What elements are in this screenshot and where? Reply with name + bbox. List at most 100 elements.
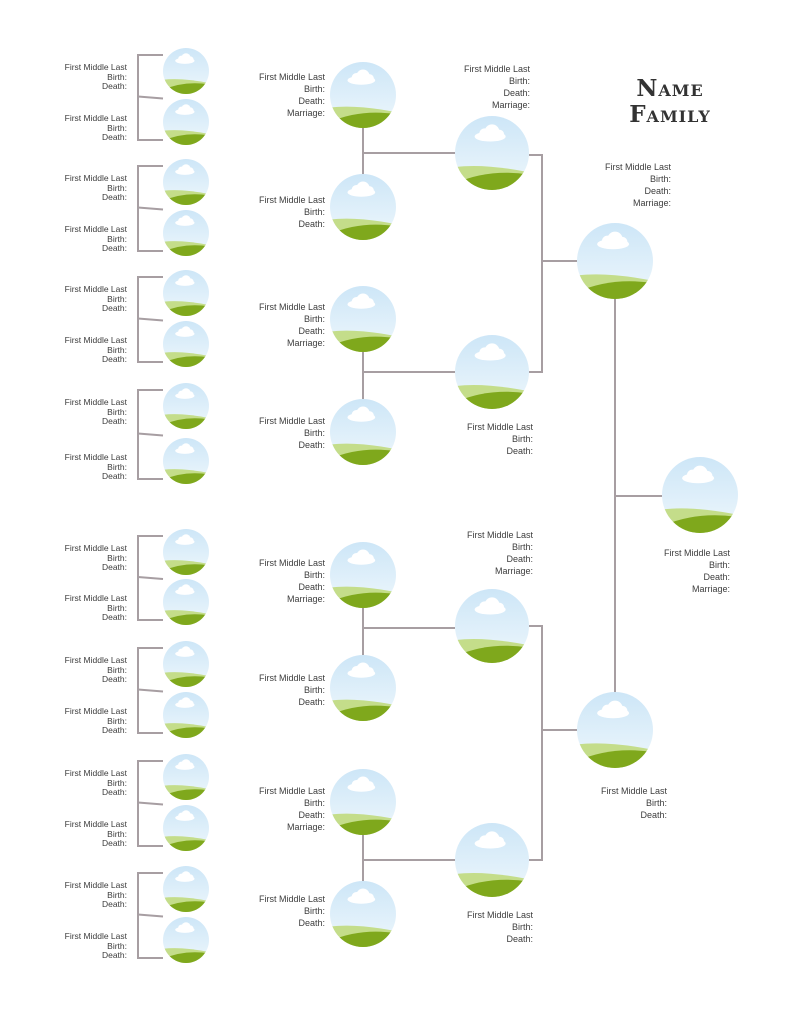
label-birth: Birth:	[107, 664, 127, 675]
landscape-portrait-icon	[163, 692, 209, 738]
label-marriage: Marriage:	[491, 100, 530, 110]
landscape-portrait-icon	[163, 579, 209, 625]
cloud-icon	[175, 164, 195, 175]
connector-line	[137, 95, 164, 100]
person-info-label: First Middle Last Birth: Death: Marriage:	[433, 529, 533, 577]
label-birth: Birth:	[645, 798, 667, 808]
label-death: Death:	[298, 918, 325, 928]
label-name: First Middle Last	[64, 173, 127, 183]
landscape-portrait-icon	[330, 881, 396, 947]
landscape-portrait-icon	[163, 438, 209, 484]
landscape-portrait-icon	[330, 655, 396, 721]
cloud-icon	[597, 231, 630, 250]
label-death: Death:	[101, 787, 127, 797]
label-birth: Birth:	[107, 715, 127, 726]
cloud-icon	[347, 181, 376, 197]
title-line-1: Name	[636, 75, 704, 102]
landscape-portrait-icon	[163, 805, 209, 851]
person-info-label: First Middle Last Birth: Death:	[433, 421, 533, 457]
label-marriage: Marriage:	[286, 594, 325, 604]
label-birth: Birth:	[303, 685, 325, 695]
landscape-portrait-icon	[163, 866, 209, 912]
cloud-icon	[474, 597, 506, 615]
landscape-portrait-icon	[577, 223, 653, 299]
label-name: First Middle Last	[258, 894, 325, 904]
person-info-label: First Middle Last Birth: Death: Marriage:	[225, 71, 325, 119]
label-death: Death:	[703, 572, 730, 582]
label-birth: Birth:	[649, 174, 671, 184]
label-marriage: Marriage:	[632, 198, 671, 208]
label-birth: Birth:	[107, 461, 127, 472]
person-info-label: First Middle Last Birth: Death:	[225, 194, 325, 230]
label-name: First Middle Last	[258, 786, 325, 796]
person-info-label: First Middle Last Birth: Death:	[225, 893, 325, 929]
label-name: First Middle Last	[466, 910, 533, 920]
label-death: Death:	[298, 582, 325, 592]
label-name: First Middle Last	[64, 452, 127, 462]
person-info-label: First Middle Last Birth: Death:	[61, 768, 127, 798]
label-marriage: Marriage:	[286, 822, 325, 832]
cloud-icon	[175, 215, 195, 226]
cloud-icon	[474, 124, 506, 142]
label-death: Death:	[101, 192, 127, 202]
label-name: First Middle Last	[64, 706, 127, 716]
landscape-portrait-icon	[163, 754, 209, 800]
cloud-icon	[175, 759, 195, 770]
person-info-label: First Middle Last Birth: Death:	[225, 672, 325, 708]
person-info-label: First Middle Last Birth: Death:	[567, 785, 667, 821]
landscape-portrait-icon	[163, 99, 209, 145]
label-birth: Birth:	[107, 71, 127, 82]
label-name: First Middle Last	[64, 768, 127, 778]
cloud-icon	[347, 69, 376, 85]
landscape-portrait-icon	[163, 210, 209, 256]
connector-line	[137, 317, 164, 322]
label-death: Death:	[640, 810, 667, 820]
label-name: First Middle Last	[258, 302, 325, 312]
label-death: Death:	[298, 697, 325, 707]
landscape-portrait-icon	[163, 321, 209, 367]
label-birth: Birth:	[107, 940, 127, 951]
landscape-portrait-icon	[163, 48, 209, 94]
label-birth: Birth:	[107, 552, 127, 563]
landscape-portrait-icon	[662, 457, 738, 533]
landscape-portrait-icon	[163, 641, 209, 687]
cloud-icon	[347, 776, 376, 792]
person-info-label: First Middle Last Birth: Death:	[61, 113, 127, 143]
connector-line	[137, 688, 164, 693]
label-death: Death:	[101, 354, 127, 364]
label-name: First Middle Last	[64, 224, 127, 234]
label-death: Death:	[298, 440, 325, 450]
label-birth: Birth:	[303, 84, 325, 94]
label-name: First Middle Last	[466, 422, 533, 432]
label-name: First Middle Last	[64, 931, 127, 941]
label-birth: Birth:	[511, 542, 533, 552]
label-death: Death:	[101, 416, 127, 426]
label-name: First Middle Last	[64, 655, 127, 665]
label-birth: Birth:	[508, 76, 530, 86]
label-death: Death:	[101, 132, 127, 142]
label-name: First Middle Last	[604, 162, 671, 172]
label-death: Death:	[101, 838, 127, 848]
label-birth: Birth:	[107, 828, 127, 839]
landscape-portrait-icon	[330, 62, 396, 128]
person-info-label: First Middle Last Birth: Death:	[61, 335, 127, 365]
cloud-icon	[347, 888, 376, 904]
label-birth: Birth:	[107, 293, 127, 304]
label-name: First Middle Last	[466, 530, 533, 540]
connector-line	[137, 801, 164, 806]
landscape-portrait-icon	[330, 174, 396, 240]
cloud-icon	[175, 697, 195, 708]
person-info-label: First Middle Last Birth: Death: Marriage:	[225, 301, 325, 349]
label-death: Death:	[644, 186, 671, 196]
cloud-icon	[682, 465, 715, 484]
title-line-2: Family	[629, 101, 711, 128]
label-name: First Middle Last	[64, 543, 127, 553]
label-name: First Middle Last	[64, 819, 127, 829]
label-death: Death:	[101, 243, 127, 253]
landscape-portrait-icon	[163, 529, 209, 575]
landscape-portrait-icon	[330, 542, 396, 608]
label-death: Death:	[298, 810, 325, 820]
label-death: Death:	[298, 219, 325, 229]
